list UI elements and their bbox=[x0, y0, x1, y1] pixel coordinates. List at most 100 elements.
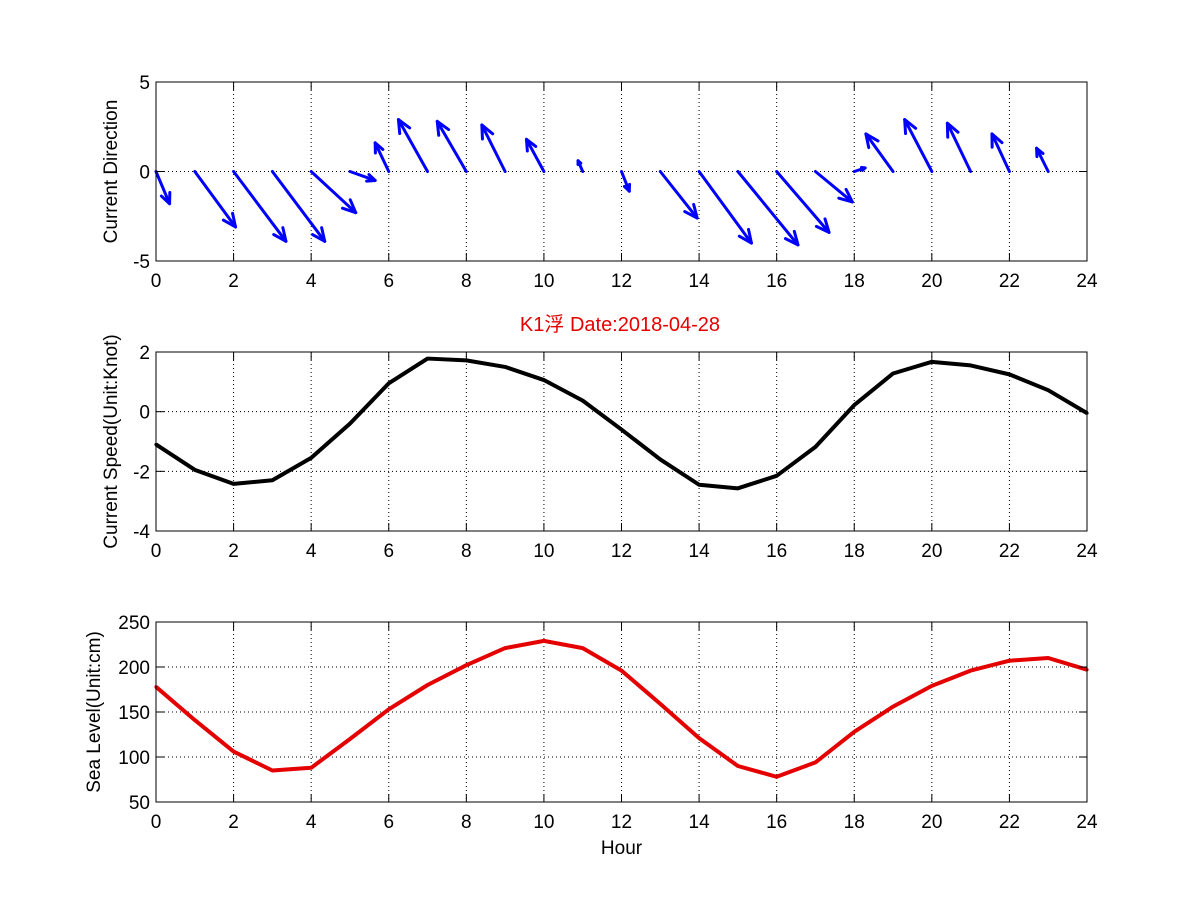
arrow-head bbox=[683, 202, 699, 220]
sea-level-data-point bbox=[387, 707, 391, 711]
arrow-shaft bbox=[945, 121, 973, 173]
x-tick-label: 10 bbox=[533, 271, 554, 292]
current-speed-data-point bbox=[658, 457, 662, 461]
arrow-head bbox=[945, 121, 960, 139]
arrow-shaft bbox=[658, 170, 699, 220]
direction-arrow bbox=[524, 137, 546, 173]
sea-level-data-point bbox=[813, 760, 818, 765]
arrow-shaft bbox=[524, 137, 546, 173]
sea-level-data-point bbox=[619, 669, 624, 673]
sea-level-data-point bbox=[697, 736, 701, 740]
current-speed-data-point bbox=[619, 427, 624, 432]
x-tick-label: 16 bbox=[766, 812, 787, 833]
current-speed-data-point bbox=[697, 483, 701, 487]
arrow-head bbox=[524, 137, 538, 153]
arrow-shaft bbox=[864, 132, 895, 173]
x-tick-label: 14 bbox=[689, 812, 711, 833]
current-direction-y-axis-label: Current Direction bbox=[101, 100, 122, 244]
current-speed-data-point bbox=[930, 360, 934, 364]
current-speed-data-point bbox=[1046, 388, 1050, 392]
arrow-shaft bbox=[1035, 146, 1050, 173]
arrow-head bbox=[435, 119, 451, 137]
y-tick-label: 5 bbox=[139, 73, 150, 94]
sea-level-data-point bbox=[270, 768, 274, 773]
direction-arrow bbox=[348, 170, 377, 183]
x-tick-label: 24 bbox=[1076, 812, 1098, 833]
x-tick-label: 22 bbox=[999, 541, 1020, 562]
y-tick-label: 0 bbox=[139, 403, 150, 424]
x-tick-label: 20 bbox=[921, 541, 942, 562]
sea-level-data-point bbox=[348, 737, 352, 741]
y-tick-label: -5 bbox=[133, 252, 150, 273]
x-tick-label: 24 bbox=[1076, 271, 1098, 292]
x-tick-label: 10 bbox=[533, 812, 554, 833]
arrow-head bbox=[859, 166, 867, 172]
sea-level-data-point bbox=[193, 718, 197, 722]
arrow-head bbox=[990, 132, 1004, 149]
current-speed-data-point bbox=[231, 482, 236, 486]
current-speed-y-axis-label: Current Speed(Unit:Knot) bbox=[101, 334, 122, 548]
arrow-head bbox=[480, 123, 495, 141]
y-tick-label: 0 bbox=[139, 163, 150, 184]
direction-arrow bbox=[658, 170, 699, 220]
direction-arrow bbox=[396, 118, 430, 173]
sea-level-data-point bbox=[309, 766, 313, 770]
arrow-shaft bbox=[736, 170, 800, 247]
sea-level-data-point bbox=[891, 705, 895, 709]
sea-level-data-point bbox=[581, 646, 585, 650]
direction-arrow bbox=[309, 170, 358, 215]
x-tick-label: 16 bbox=[766, 541, 787, 562]
direction-arrow bbox=[373, 141, 391, 173]
current-speed-data-point bbox=[387, 381, 391, 385]
x-tick-label: 0 bbox=[151, 541, 162, 562]
y-tick-label: -2 bbox=[133, 462, 150, 483]
arrow-shaft bbox=[309, 170, 358, 215]
arrow-shaft bbox=[348, 170, 377, 182]
sea-level-y-axis-label: Sea Level(Unit:cm) bbox=[84, 631, 105, 793]
current-speed-data-point bbox=[1007, 372, 1012, 376]
x-tick-label: 12 bbox=[611, 541, 632, 562]
current-speed-data-point bbox=[425, 356, 430, 361]
arrow-head bbox=[159, 191, 172, 206]
arrow-head bbox=[341, 198, 358, 215]
x-tick-label: 8 bbox=[461, 812, 472, 833]
current-speed-data-point bbox=[852, 403, 856, 407]
current-speed-data-point bbox=[542, 378, 546, 382]
direction-arrow bbox=[864, 132, 895, 173]
arrow-head bbox=[221, 211, 238, 229]
arrow-shaft bbox=[697, 170, 753, 245]
direction-arrow bbox=[903, 118, 934, 173]
sea-level-data-point bbox=[930, 684, 934, 688]
x-tick-label: 6 bbox=[383, 541, 394, 562]
direction-arrow bbox=[813, 170, 854, 204]
arrow-head bbox=[576, 159, 583, 167]
sea-level-data-point bbox=[464, 663, 468, 667]
current-speed-data-point bbox=[969, 363, 973, 368]
current-speed-data-point bbox=[891, 371, 895, 376]
arrow-shaft bbox=[903, 118, 934, 173]
chart-title: K1浮 Date:2018-04-28 bbox=[520, 313, 720, 336]
x-tick-label: 14 bbox=[689, 541, 711, 562]
direction-arrow bbox=[193, 170, 238, 229]
direction-arrow bbox=[945, 121, 973, 173]
current-speed-data-point bbox=[581, 399, 585, 403]
x-tick-label: 4 bbox=[306, 812, 317, 833]
sea-level-series-line bbox=[154, 638, 1088, 779]
arrow-head bbox=[622, 182, 632, 193]
arrow-head bbox=[396, 118, 412, 136]
x-tick-label: 0 bbox=[151, 271, 162, 292]
y-tick-label: 50 bbox=[129, 793, 150, 814]
y-tick-label: 100 bbox=[118, 748, 150, 769]
y-tick-label: 250 bbox=[118, 613, 150, 634]
sea-level-x-axis-label: Hour bbox=[601, 838, 643, 859]
y-tick-label: -4 bbox=[133, 522, 150, 543]
sea-level-data-point bbox=[542, 639, 546, 643]
arrow-shaft bbox=[270, 170, 327, 243]
arrow-head bbox=[737, 227, 753, 245]
current-speed-data-point bbox=[193, 468, 197, 472]
direction-arrow bbox=[852, 166, 867, 173]
